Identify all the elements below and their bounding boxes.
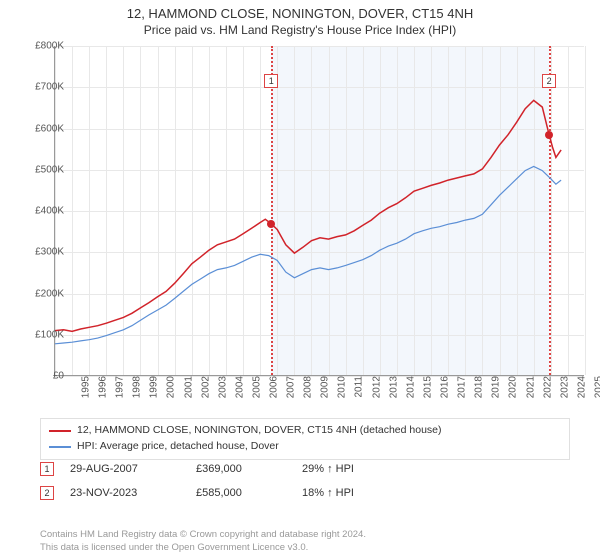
ytick-label: £600K <box>35 123 64 134</box>
sale-pct-2: 18% ↑ HPI <box>302 487 402 499</box>
xtick-label: 2008 <box>303 376 314 398</box>
attribution: Contains HM Land Registry data © Crown c… <box>40 529 570 554</box>
ytick-label: £0 <box>53 371 64 382</box>
legend-label: 12, HAMMOND CLOSE, NONINGTON, DOVER, CT1… <box>77 423 442 439</box>
legend-swatch <box>49 446 71 448</box>
sale-date-1: 29-AUG-2007 <box>70 463 180 475</box>
xtick-label: 1999 <box>149 376 160 398</box>
ytick-label: £300K <box>35 247 64 258</box>
legend-box: 12, HAMMOND CLOSE, NONINGTON, DOVER, CT1… <box>40 418 570 460</box>
xtick-label: 1995 <box>80 376 91 398</box>
xtick-label: 2010 <box>337 376 348 398</box>
ytick-label: £800K <box>35 41 64 52</box>
xtick-label: 1996 <box>97 376 108 398</box>
plot-area: 12 <box>54 46 584 376</box>
xtick-label: 2022 <box>542 376 553 398</box>
sale-date-2: 23-NOV-2023 <box>70 487 180 499</box>
sale-dot-1 <box>267 220 275 228</box>
legend-item-1: HPI: Average price, detached house, Dove… <box>49 439 561 455</box>
xtick-label: 2021 <box>525 376 536 398</box>
xtick-label: 2006 <box>268 376 279 398</box>
series-svg <box>55 46 584 375</box>
sale-dot-2 <box>545 131 553 139</box>
xtick-label: 2011 <box>353 376 364 398</box>
xtick-label: 2002 <box>200 376 211 398</box>
xtick-label: 2001 <box>183 376 194 398</box>
xtick-label: 2003 <box>217 376 228 398</box>
ytick-label: £400K <box>35 206 64 217</box>
attribution-line-1: Contains HM Land Registry data © Crown c… <box>40 529 570 541</box>
xtick-label: 2004 <box>234 376 245 398</box>
xtick-label: 2015 <box>422 376 433 398</box>
xtick-label: 2013 <box>388 376 399 398</box>
ytick-label: £100K <box>35 329 64 340</box>
xtick-label: 1998 <box>132 376 143 398</box>
xtick-label: 1997 <box>114 376 125 398</box>
sale-pct-1: 29% ↑ HPI <box>302 463 402 475</box>
legend-label: HPI: Average price, detached house, Dove… <box>77 439 279 455</box>
xtick-label: 2016 <box>439 376 450 398</box>
ytick-label: £500K <box>35 164 64 175</box>
chart-title: 12, HAMMOND CLOSE, NONINGTON, DOVER, CT1… <box>0 0 600 23</box>
xtick-label: 2000 <box>166 376 177 398</box>
sale-row-1: 1 29-AUG-2007 £369,000 29% ↑ HPI <box>40 462 570 476</box>
gridline-v <box>585 46 586 375</box>
series-price_paid <box>55 100 561 331</box>
xtick-label: 2017 <box>456 376 467 398</box>
xtick-label: 2025 <box>593 376 600 398</box>
xtick-label: 2012 <box>371 376 382 398</box>
sale-marker-2: 2 <box>40 486 54 500</box>
sale-marker-1: 1 <box>40 462 54 476</box>
xtick-label: 2023 <box>559 376 570 398</box>
sale-price-2: £585,000 <box>196 487 286 499</box>
chart-container: 12, HAMMOND CLOSE, NONINGTON, DOVER, CT1… <box>0 0 600 560</box>
legend-swatch <box>49 430 71 432</box>
xtick-label: 2018 <box>473 376 484 398</box>
ytick-label: £700K <box>35 82 64 93</box>
xtick-label: 2007 <box>285 376 296 398</box>
sale-price-1: £369,000 <box>196 463 286 475</box>
attribution-line-2: This data is licensed under the Open Gov… <box>40 542 570 554</box>
xtick-label: 2019 <box>491 376 502 398</box>
series-hpi <box>55 166 561 343</box>
xtick-label: 2005 <box>251 376 262 398</box>
xtick-label: 2024 <box>576 376 587 398</box>
xtick-label: 2014 <box>405 376 416 398</box>
legend-item-0: 12, HAMMOND CLOSE, NONINGTON, DOVER, CT1… <box>49 423 561 439</box>
ytick-label: £200K <box>35 288 64 299</box>
xtick-label: 2009 <box>320 376 331 398</box>
chart-subtitle: Price paid vs. HM Land Registry's House … <box>0 23 600 41</box>
sale-row-2: 2 23-NOV-2023 £585,000 18% ↑ HPI <box>40 486 570 500</box>
xtick-label: 2020 <box>508 376 519 398</box>
